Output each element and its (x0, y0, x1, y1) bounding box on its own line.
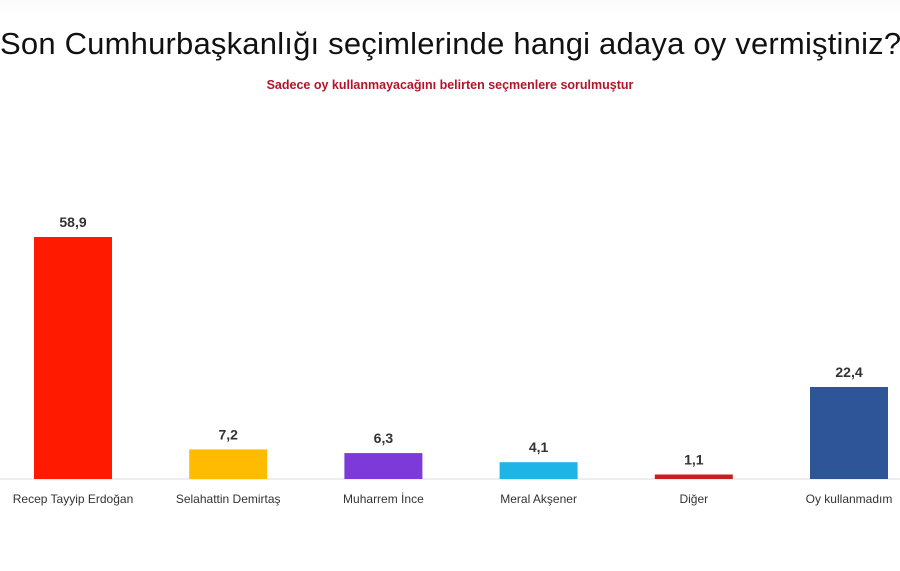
data-label-oy-kullanmadim: 22,4 (835, 364, 862, 380)
data-label-meral-aksener: 4,1 (529, 439, 549, 455)
category-label-diger: Diğer (679, 492, 708, 506)
chart-subtitle: Sadece oy kullanmayacağını belirten seçm… (266, 78, 634, 92)
category-label-meral-aksener: Meral Akşener (500, 492, 577, 506)
bar-oy-kullanmadim (810, 387, 888, 479)
chart-title: Son Cumhurbaşkanlığı seçimlerinde hangi … (0, 26, 900, 61)
bar-recep-tayyip-erdogan (34, 237, 112, 479)
bar-meral-aksener (499, 462, 578, 479)
data-label-recep-tayyip-erdogan: 58,9 (59, 214, 86, 230)
category-label-selahattin-demirtas: Selahattin Demirtaş (176, 492, 281, 506)
category-label-oy-kullanmadim: Oy kullanmadım (806, 492, 893, 506)
category-label-muharrem-ince: Muharrem İnce (343, 492, 424, 506)
data-label-muharrem-ince: 6,3 (374, 430, 394, 446)
bar-selahattin-demirtas (189, 449, 268, 479)
bar-diger (654, 474, 733, 479)
data-label-diger: 1,1 (684, 452, 704, 468)
category-label-recep-tayyip-erdogan: Recep Tayyip Erdoğan (13, 492, 134, 506)
bar-muharrem-ince (344, 453, 423, 479)
data-label-selahattin-demirtas: 7,2 (218, 426, 238, 442)
